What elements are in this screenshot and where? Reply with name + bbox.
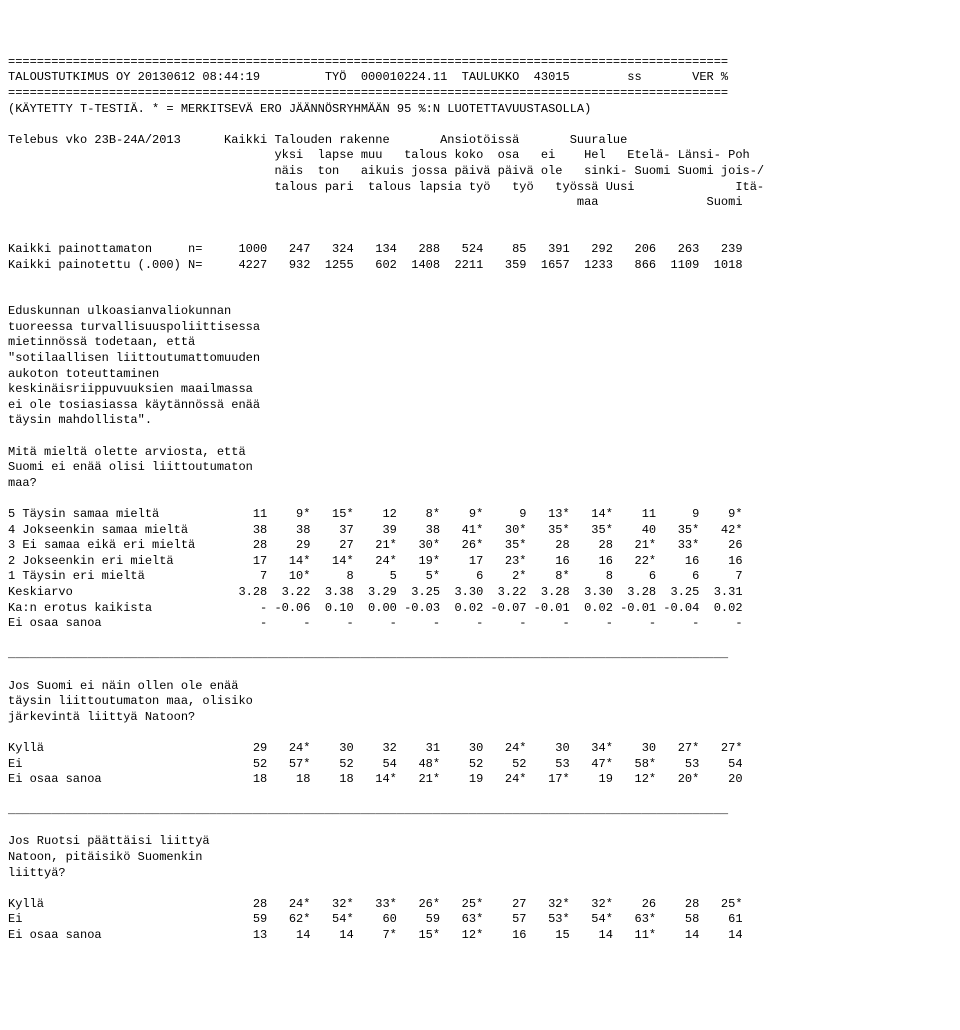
report-page: ========================================… xyxy=(8,55,952,944)
